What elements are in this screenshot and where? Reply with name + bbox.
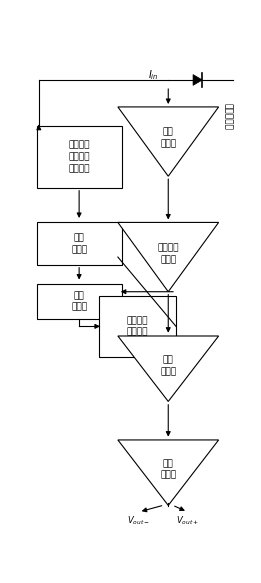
- Polygon shape: [118, 223, 219, 292]
- Polygon shape: [193, 75, 202, 85]
- Text: 输出
缓冲器: 输出 缓冲器: [160, 459, 176, 480]
- Text: $V_{out+}$: $V_{out+}$: [176, 514, 199, 527]
- Text: 增益控制
电路单元: 增益控制 电路单元: [127, 316, 148, 337]
- Polygon shape: [118, 336, 219, 402]
- Polygon shape: [118, 440, 219, 505]
- Bar: [37, 126, 122, 188]
- Bar: [37, 223, 122, 265]
- Text: 线性
放大器: 线性 放大器: [160, 355, 176, 376]
- Text: $V_{out-}$: $V_{out-}$: [127, 514, 150, 527]
- Text: 峰值检测
自动增益
控制电路: 峰值检测 自动增益 控制电路: [68, 141, 90, 173]
- Text: 可变增益
放大器: 可变增益 放大器: [157, 243, 179, 264]
- Text: $I_{in}$: $I_{in}$: [148, 68, 159, 82]
- Text: 跨阻
放大器: 跨阻 放大器: [160, 128, 176, 149]
- Text: 光电探测器: 光电探测器: [224, 103, 233, 130]
- Text: 数模
转换器: 数模 转换器: [71, 291, 87, 312]
- Polygon shape: [118, 107, 219, 176]
- Bar: [98, 296, 176, 357]
- Bar: [37, 284, 122, 319]
- Text: 增益
分配器: 增益 分配器: [71, 233, 87, 254]
